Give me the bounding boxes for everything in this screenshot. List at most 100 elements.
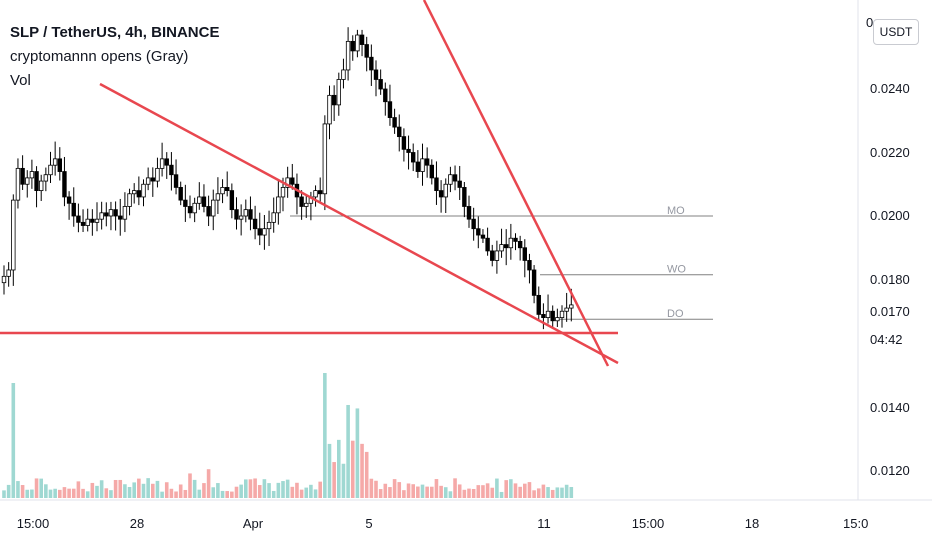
candle-body [141, 183, 146, 198]
candle-body [429, 164, 434, 179]
candle-body [262, 228, 267, 236]
candle-body [410, 152, 416, 163]
candle-body [159, 158, 165, 169]
volume-bar [448, 491, 453, 498]
candle-body [452, 174, 458, 182]
volume-bar [123, 484, 127, 498]
candle-body [508, 237, 514, 249]
candle-body [424, 158, 430, 166]
volume-bar [355, 408, 360, 498]
symbol-title[interactable]: SLP / TetherUS, 4h, BINANCE [10, 24, 220, 41]
volume-bar [34, 478, 39, 498]
price-tick: 0.0120 [870, 463, 910, 478]
volume-bar [420, 484, 425, 498]
candle-body [1, 275, 7, 284]
candle-body [545, 310, 551, 318]
volume-bar [485, 483, 490, 498]
volume-bar [262, 479, 267, 498]
price-tick: 0.0240 [870, 81, 910, 96]
time-tick: 15:00 [17, 516, 50, 531]
candle-body [39, 180, 44, 191]
candle-body [90, 218, 95, 223]
volume-bar [541, 484, 546, 498]
volume-bar [85, 491, 90, 498]
volume-bar [523, 483, 527, 498]
candle-body [150, 177, 155, 182]
volume-bar [44, 484, 48, 498]
volume-bar [81, 488, 85, 498]
volume-bar [411, 484, 415, 498]
price-tick: 0.0220 [870, 145, 910, 160]
candle-body [345, 40, 351, 71]
volume-bar [216, 483, 220, 498]
candle-body [34, 171, 39, 192]
plot-area[interactable] [0, 0, 858, 500]
volume-bar [346, 404, 350, 498]
volume-bar [295, 482, 299, 498]
steep-trendline [422, 0, 610, 367]
candle-body [6, 269, 11, 277]
volume-bar [132, 482, 136, 498]
volume-bar [462, 489, 467, 498]
currency-button[interactable]: USDT [873, 19, 919, 45]
candle-body [522, 247, 527, 261]
time-tick: 18 [745, 516, 759, 531]
volume-bar [318, 481, 322, 498]
volume-bar [406, 483, 411, 498]
candle-body [276, 196, 281, 214]
candle-body [206, 206, 211, 217]
candle-body [550, 310, 555, 322]
candle-body [527, 260, 532, 271]
candle-body [192, 202, 197, 214]
volume-bar [332, 462, 336, 498]
candle-body [271, 212, 276, 223]
candle-body [457, 180, 462, 188]
candle-body [517, 240, 523, 249]
volume-bar [253, 478, 257, 498]
candle-body [11, 199, 16, 271]
volume-bar [225, 491, 229, 498]
candle-body [197, 196, 202, 204]
indicator-legend[interactable]: cryptomannn opens (Gray) [10, 48, 189, 65]
candle-body [313, 190, 318, 198]
price-tick: 0.0140 [870, 400, 910, 415]
candle-body [94, 218, 100, 223]
volume-bar [495, 478, 499, 498]
candle-body [173, 174, 179, 188]
volume-legend[interactable]: Vol [10, 72, 31, 89]
current-price-label: 0.0170 [870, 304, 910, 319]
candle-body [494, 250, 500, 261]
open-level-label: DO [667, 308, 684, 320]
candle-body [187, 206, 193, 214]
candle-body [355, 34, 360, 52]
volume-bar [434, 479, 439, 498]
volume-bar [188, 473, 192, 498]
open-levels: MO WO DO [290, 205, 713, 320]
candle-body [178, 187, 183, 201]
candle-body [564, 307, 569, 312]
candle-body [304, 202, 309, 207]
volume-bar [430, 486, 434, 498]
candle-body [541, 314, 546, 318]
candle-body [280, 187, 286, 198]
candle-body [99, 212, 104, 220]
volume-bar [518, 486, 522, 498]
candle-body [145, 177, 151, 185]
volume-bar [25, 489, 30, 498]
volume-bar [230, 491, 234, 498]
bar-countdown: 04:42 [870, 332, 903, 347]
volume-bar [290, 486, 295, 498]
candle-body [559, 310, 565, 318]
candle-body [378, 79, 383, 90]
volume-bar [178, 484, 183, 498]
candle-body [15, 167, 21, 201]
candle-body [48, 164, 53, 176]
volume-bar [555, 487, 560, 498]
price-tick: 0.0180 [870, 272, 910, 287]
candle-body [513, 237, 518, 242]
volume-bar [104, 488, 109, 498]
volume-bar [53, 488, 57, 498]
volume-bars [2, 373, 574, 498]
candle-body [317, 190, 323, 195]
